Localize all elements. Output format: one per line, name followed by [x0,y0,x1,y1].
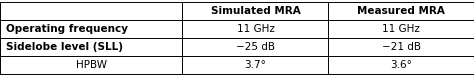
Text: 11 GHz: 11 GHz [383,23,420,34]
Text: Measured MRA: Measured MRA [357,5,445,16]
Text: Simulated MRA: Simulated MRA [210,5,301,16]
Text: 11 GHz: 11 GHz [237,23,274,34]
Text: HPBW: HPBW [76,59,107,70]
Text: 3.6°: 3.6° [390,59,412,70]
Text: Sidelobe level (SLL): Sidelobe level (SLL) [6,41,123,52]
Text: Operating frequency: Operating frequency [6,23,128,34]
Text: 3.7°: 3.7° [245,59,266,70]
Text: −21 dB: −21 dB [382,41,421,52]
Text: −25 dB: −25 dB [236,41,275,52]
